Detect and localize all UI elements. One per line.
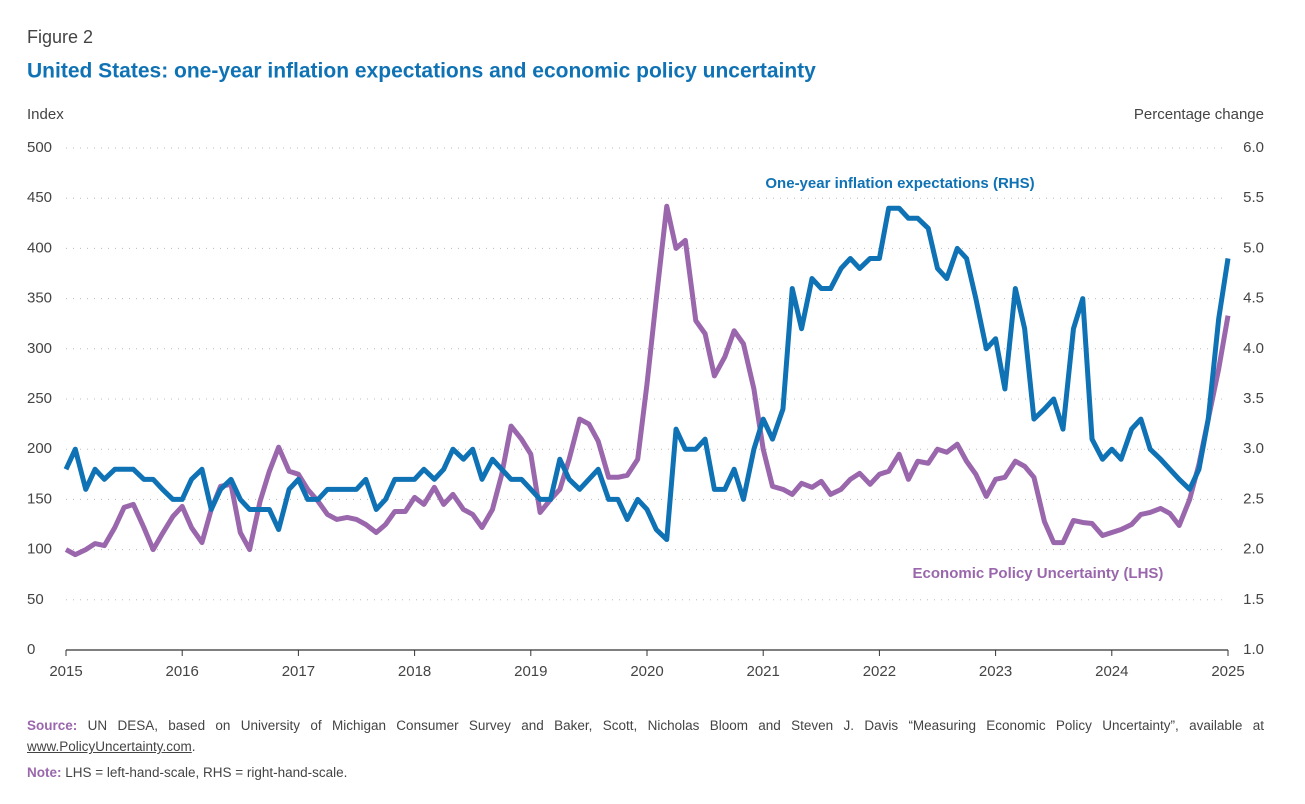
y-tick-label: 250 <box>27 390 52 407</box>
series-line <box>64 203 1231 558</box>
y-tick-label: 500 <box>27 139 52 156</box>
series-label: Economic Policy Uncertainty (LHS) <box>913 565 1164 582</box>
y-tick-label: 200 <box>27 440 52 457</box>
chart-title: United States: one-year inflation expect… <box>27 60 816 83</box>
x-tick-label: 2017 <box>282 663 315 680</box>
y-tick-label: 100 <box>27 541 52 558</box>
source-label: Source: <box>27 718 78 733</box>
y-tick-label: 50 <box>27 591 44 608</box>
y-tick-label: 300 <box>27 340 52 357</box>
x-tick-label: 2025 <box>1211 663 1244 680</box>
y-tick-label: 450 <box>27 189 52 206</box>
y2-tick-label: 1.0 <box>1243 641 1264 658</box>
x-tick-label: 2020 <box>630 663 663 680</box>
y2-tick-label: 1.5 <box>1243 591 1264 608</box>
x-tick-label: 2022 <box>863 663 896 680</box>
note: Note: LHS = left-hand-scale, RHS = right… <box>27 762 1264 783</box>
source: Source: UN DESA, based on University of … <box>27 718 1264 754</box>
x-tick-label: 2015 <box>49 663 82 680</box>
x-tick-label: 2021 <box>747 663 780 680</box>
y2-tick-label: 4.5 <box>1243 290 1264 307</box>
y2-tick-label: 4.0 <box>1243 340 1264 357</box>
y-axis-label: Index <box>27 106 64 123</box>
figure-label: Figure 2 <box>27 27 93 47</box>
source-link[interactable]: www.PolicyUncertainty.com <box>27 739 192 754</box>
y2-tick-label: 2.0 <box>1243 541 1264 558</box>
y2-tick-label: 3.5 <box>1243 390 1264 407</box>
y-tick-label: 350 <box>27 290 52 307</box>
x-tick-label: 2019 <box>514 663 547 680</box>
x-tick-label: 2024 <box>1095 663 1128 680</box>
y2-tick-label: 3.0 <box>1243 440 1264 457</box>
series-label: One-year inflation expectations (RHS) <box>765 175 1034 192</box>
y2-tick-label: 2.5 <box>1243 490 1264 507</box>
y2-axis-label: Percentage change <box>1134 106 1264 123</box>
x-tick-label: 2018 <box>398 663 431 680</box>
y2-tick-label: 5.0 <box>1243 239 1264 256</box>
y2-tick-label: 5.5 <box>1243 189 1264 206</box>
x-tick-label: 2016 <box>166 663 199 680</box>
y2-tick-label: 6.0 <box>1243 139 1264 156</box>
series-line <box>63 205 1231 543</box>
note-label: Note: <box>27 765 62 780</box>
y-tick-label: 150 <box>27 490 52 507</box>
chart: Figure 2 United States: one-year inflati… <box>27 27 1264 680</box>
y-tick-label: 0 <box>27 641 35 658</box>
y-tick-label: 400 <box>27 239 52 256</box>
source-text: UN DESA, based on University of Michigan… <box>87 718 1264 733</box>
note-text: LHS = left-hand-scale, RHS = right-hand-… <box>65 765 348 780</box>
x-tick-label: 2023 <box>979 663 1012 680</box>
